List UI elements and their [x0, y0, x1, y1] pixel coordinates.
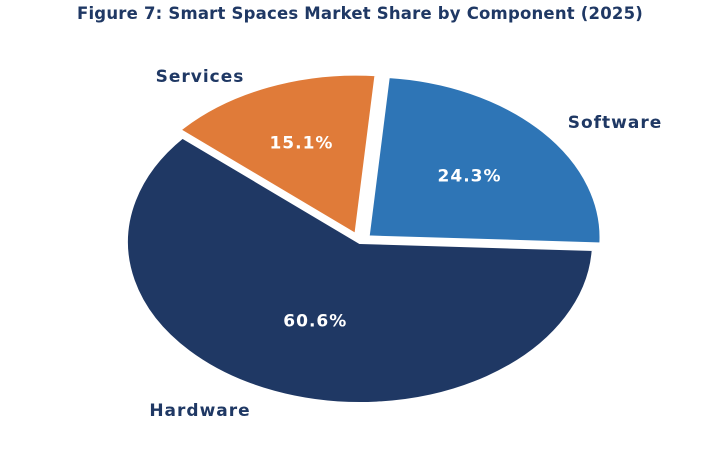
- data-label-software: 24.3%: [438, 166, 502, 186]
- pie-slice-hardware: [124, 134, 596, 406]
- data-label-services: 15.1%: [269, 134, 333, 154]
- category-label-hardware: Hardware: [149, 401, 250, 421]
- data-label-hardware: 60.6%: [283, 311, 347, 331]
- category-label-software: Software: [568, 113, 663, 133]
- category-label-services: Services: [156, 67, 245, 87]
- chart-title: Figure 7: Smart Spaces Market Share by C…: [76, 4, 644, 23]
- pie-slice-services: [176, 71, 379, 238]
- pie-slice-software: [365, 74, 604, 247]
